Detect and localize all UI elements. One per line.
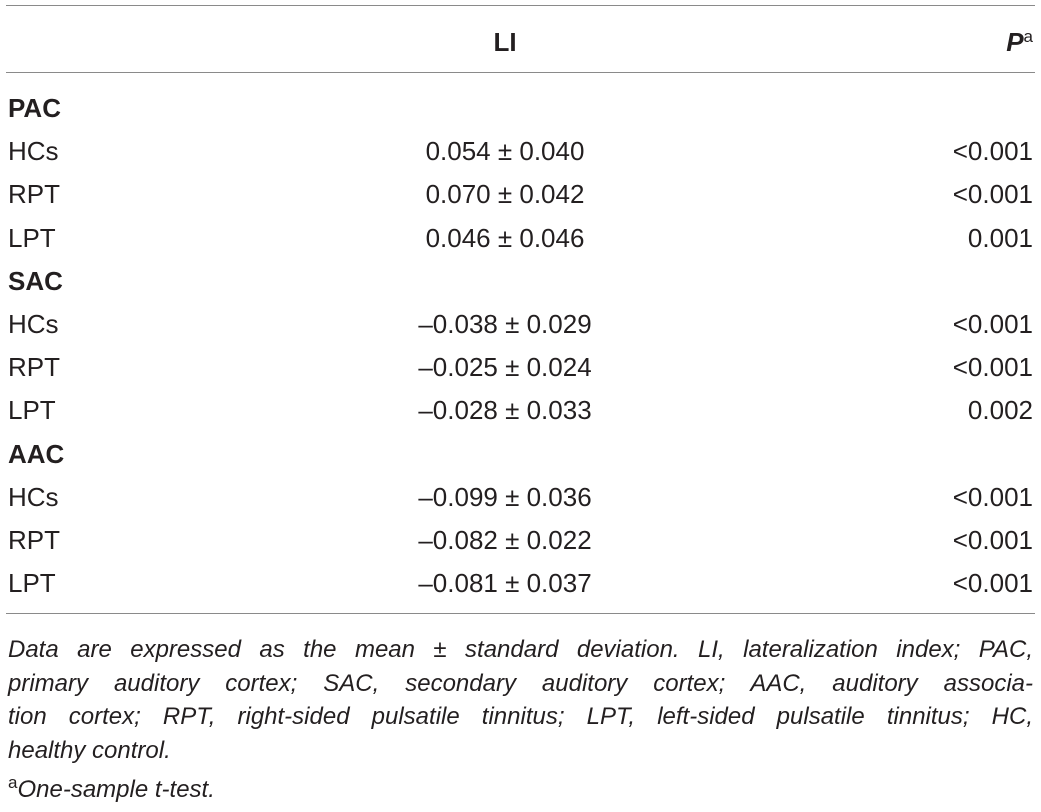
row-label: RPT [8,352,60,383]
p-value: 0.002 [967,395,1033,426]
header-li: LI [493,27,517,57]
group-label: PAC [8,93,61,123]
row-label: HCs [8,136,59,167]
footnote-a: aOne-sample t-test. [8,773,1033,805]
row-label: HCs [8,309,59,339]
li-value: 0.046 ± 0.046 [425,222,585,253]
group-label: SAC [8,265,63,296]
li-value: –0.081 ± 0.037 [418,568,592,599]
li-value: 0.070 ± 0.042 [425,179,585,210]
p-value: <0.001 [952,525,1033,555]
p-value: <0.001 [952,179,1033,210]
p-value: <0.001 [952,568,1033,599]
footnote-line: healthy control. [8,736,171,764]
footnote-line: tion cortex; RPT, right-sided pulsatile … [8,703,1033,730]
p-value: <0.001 [952,481,1033,512]
p-value: <0.001 [952,352,1033,383]
li-value: 0.054 ± 0.040 [425,136,585,167]
header-p-text: P [1006,27,1024,57]
p-value: <0.001 [952,309,1033,339]
bottom-rule [6,613,1035,614]
p-value: <0.001 [952,136,1033,167]
footnote-line: primary auditory cortex; SAC, secondary … [8,669,1033,697]
li-value: –0.082 ± 0.022 [418,525,592,555]
header-rule [6,72,1035,73]
footnote-marker: a [8,773,18,792]
li-value: –0.099 ± 0.036 [418,481,592,512]
row-label: RPT [8,525,60,555]
row-label: LPT [8,395,56,426]
li-value: –0.025 ± 0.024 [418,352,592,383]
footnote-text: One-sample t-test. [17,776,215,803]
li-value: –0.038 ± 0.029 [418,309,592,339]
row-label: LPT [8,222,56,253]
top-rule [6,5,1035,6]
header-p: Pa [1006,27,1033,57]
header-p-sup: a [1023,27,1033,46]
row-label: RPT [8,179,60,210]
footnote-line: Data are expressed as the mean ± standar… [8,636,1033,663]
li-value: –0.028 ± 0.033 [418,395,592,426]
row-label: HCs [8,481,59,512]
p-value: 0.001 [967,222,1033,253]
row-label: LPT [8,568,56,599]
group-label: AAC [8,438,65,469]
